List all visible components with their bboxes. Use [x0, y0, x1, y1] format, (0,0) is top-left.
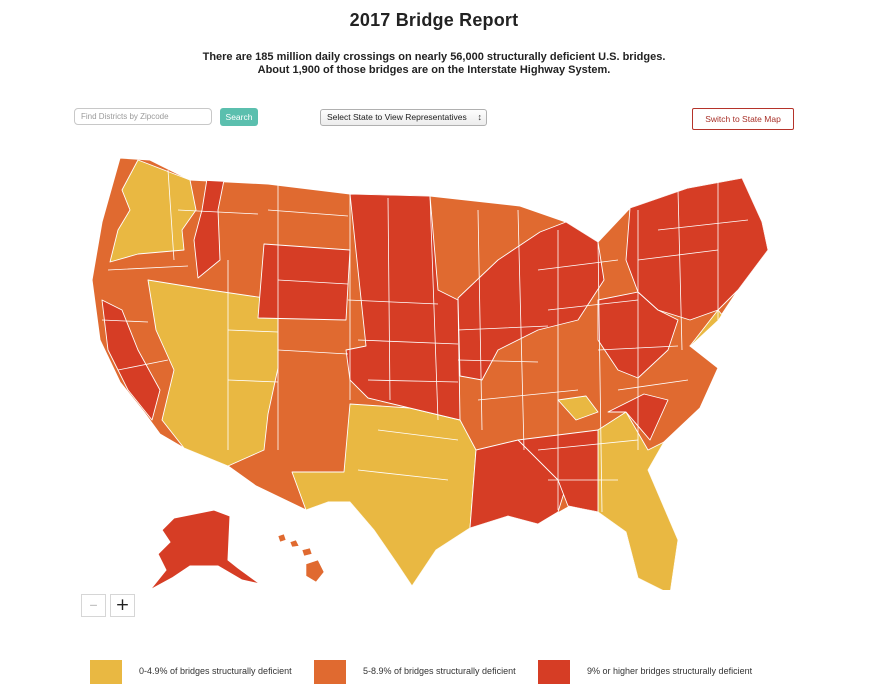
zoom-in-button[interactable]: +	[110, 594, 135, 617]
region-northern-california-high	[101, 299, 161, 421]
page-subtitle: There are 185 million daily crossings on…	[0, 51, 868, 77]
legend-swatch-high	[538, 660, 570, 684]
switch-to-state-map-button[interactable]: Switch to State Map	[692, 108, 794, 130]
legend-label-medium: 5-8.9% of bridges structurally deficient	[363, 666, 516, 676]
subtitle-line-2: About 1,900 of those bridges are on the …	[257, 64, 611, 76]
zoom-out-button[interactable]: –	[81, 594, 106, 617]
subtitle-line-1: There are 185 million daily crossings on…	[202, 51, 666, 63]
state-select-dropdown[interactable]: Select State to View Representatives ↕	[320, 109, 487, 126]
district-map[interactable]	[78, 150, 788, 590]
region-northwest-low	[109, 159, 197, 263]
alaska-landmass	[149, 509, 261, 590]
zipcode-search-input[interactable]	[74, 108, 212, 125]
hawaii-islands	[277, 533, 325, 583]
region-upper-midwest-high	[457, 221, 605, 381]
select-arrows-icon: ↕	[477, 112, 483, 122]
legend-label-low: 0-4.9% of bridges structurally deficient	[139, 666, 292, 676]
state-select-value: Select State to View Representatives	[327, 112, 467, 122]
page-title: 2017 Bridge Report	[349, 10, 519, 30]
region-great-plains-high	[345, 193, 461, 421]
search-button[interactable]: Search	[220, 108, 258, 126]
legend-label-high: 9% or higher bridges structurally defici…	[587, 666, 753, 676]
region-tennessee-low	[557, 395, 599, 421]
legend-swatch-medium	[314, 660, 346, 684]
region-southeast-low	[597, 411, 679, 590]
district-boundaries	[101, 169, 749, 513]
region-texas-low	[291, 403, 477, 587]
legend-swatch-low	[90, 660, 122, 684]
region-northeast-high	[625, 177, 768, 321]
region-wyoming-high	[257, 243, 351, 321]
